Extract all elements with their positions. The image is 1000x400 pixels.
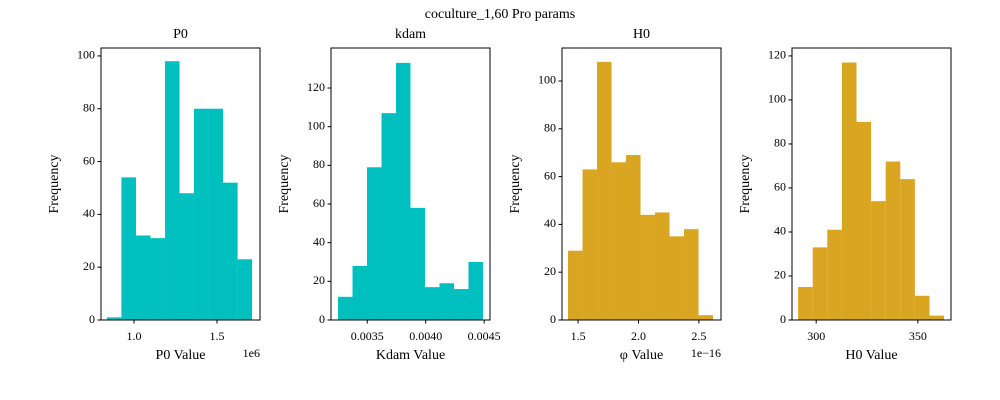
histogram-bar	[684, 229, 699, 320]
axes-frame	[100, 47, 261, 321]
x-tick-label: 2.0	[631, 329, 646, 343]
y-axis-label: Frequency	[47, 154, 62, 213]
y-tick-label: 0	[319, 312, 325, 326]
y-tick-label: 40	[313, 234, 325, 248]
axes-title: kdam	[395, 27, 426, 42]
histogram-bar	[106, 317, 122, 320]
y-tick-label: 100	[307, 118, 325, 132]
histogram-bar	[352, 265, 368, 320]
histogram-bar	[381, 113, 397, 320]
x-tick-label: 2.5	[691, 329, 706, 343]
figure-title: coculture_1,60 Pro params	[425, 7, 575, 22]
histogram-bar	[812, 247, 828, 320]
y-tick-label: 20	[313, 273, 325, 287]
histogram-bar	[669, 236, 685, 320]
y-tick-label: 60	[544, 168, 556, 182]
y-tick-label: 0	[780, 312, 786, 326]
histogram-bar	[468, 262, 483, 320]
histogram-bar	[208, 108, 223, 321]
axes-frame	[791, 47, 952, 321]
histogram-bar	[698, 315, 714, 320]
y-tick-label: 120	[307, 80, 325, 94]
y-tick-label: 60	[774, 180, 786, 194]
histogram-bar	[222, 182, 238, 320]
histogram-bar	[929, 315, 945, 320]
histogram-bar	[453, 289, 469, 320]
y-tick-label: 40	[83, 206, 95, 220]
histogram-bar	[396, 62, 411, 321]
axes-title: H0	[633, 27, 650, 42]
axes-title: P0	[173, 27, 188, 42]
histogram-bar	[640, 214, 656, 320]
y-tick-label: 80	[313, 157, 325, 171]
histogram-bar	[798, 286, 813, 320]
y-tick-label: 60	[83, 153, 95, 167]
x-axis-label: Kdam Value	[376, 348, 445, 363]
histogram-bar	[193, 108, 209, 321]
x-axis-label: P0 Value	[156, 348, 206, 363]
y-tick-label: 80	[774, 136, 786, 150]
axes-frame	[330, 47, 491, 321]
histogram-bar	[626, 155, 641, 320]
histogram-bar	[871, 201, 886, 320]
histogram-bar	[121, 177, 137, 320]
histogram-bar	[568, 250, 583, 320]
histogram-bar	[165, 61, 180, 320]
x-offset-label: 1e6	[243, 346, 260, 360]
histogram-bar	[338, 296, 353, 320]
histogram-bar	[885, 161, 901, 320]
y-axis-label: Frequency	[738, 154, 753, 213]
x-axis-label: H0 Value	[845, 348, 897, 363]
histogram-bar	[424, 287, 440, 320]
histogram-bar	[856, 121, 872, 321]
histogram-bar	[827, 229, 842, 320]
y-tick-label: 80	[544, 121, 556, 135]
y-tick-label: 100	[768, 92, 786, 106]
histogram-bar	[237, 259, 253, 320]
x-tick-label: 0.0040	[409, 329, 442, 343]
histogram-bar	[367, 167, 382, 320]
x-tick-label: 0.0035	[351, 329, 384, 343]
histogram-bar	[611, 162, 627, 320]
y-tick-label: 20	[544, 264, 556, 278]
histogram-bar	[439, 283, 454, 320]
histogram-bar	[410, 207, 425, 320]
y-tick-label: 40	[774, 224, 786, 238]
y-tick-label: 40	[544, 216, 556, 230]
histogram-bar	[150, 238, 166, 320]
histogram-bar	[914, 295, 930, 320]
y-tick-label: 100	[77, 48, 95, 62]
histogram-bar	[582, 169, 598, 320]
x-tick-label: 300	[807, 329, 825, 343]
y-tick-label: 120	[768, 48, 786, 62]
histogram-bar	[841, 62, 857, 321]
y-tick-label: 60	[313, 196, 325, 210]
y-axis-label: Frequency	[277, 154, 292, 213]
x-tick-label: 350	[909, 329, 927, 343]
y-tick-label: 80	[83, 100, 95, 114]
x-tick-label: 0.0045	[468, 329, 501, 343]
histogram-bar	[900, 179, 915, 320]
y-axis-label: Frequency	[508, 154, 523, 213]
x-axis-label: φ Value	[620, 348, 663, 363]
x-tick-label: 1.5	[571, 329, 586, 343]
histogram-bar	[179, 193, 194, 320]
histogram-bar	[136, 235, 151, 320]
y-tick-label: 0	[550, 312, 556, 326]
x-tick-label: 1.0	[127, 329, 142, 343]
histogram-bar	[597, 61, 612, 321]
x-offset-label: 1e−16	[691, 346, 721, 360]
x-tick-label: 1.5	[210, 329, 225, 343]
y-tick-label: 100	[538, 73, 556, 87]
histogram-bar	[655, 212, 670, 320]
y-tick-label: 20	[774, 268, 786, 282]
y-tick-label: 20	[83, 259, 95, 273]
y-tick-label: 0	[89, 312, 95, 326]
axes-frame	[561, 47, 722, 321]
